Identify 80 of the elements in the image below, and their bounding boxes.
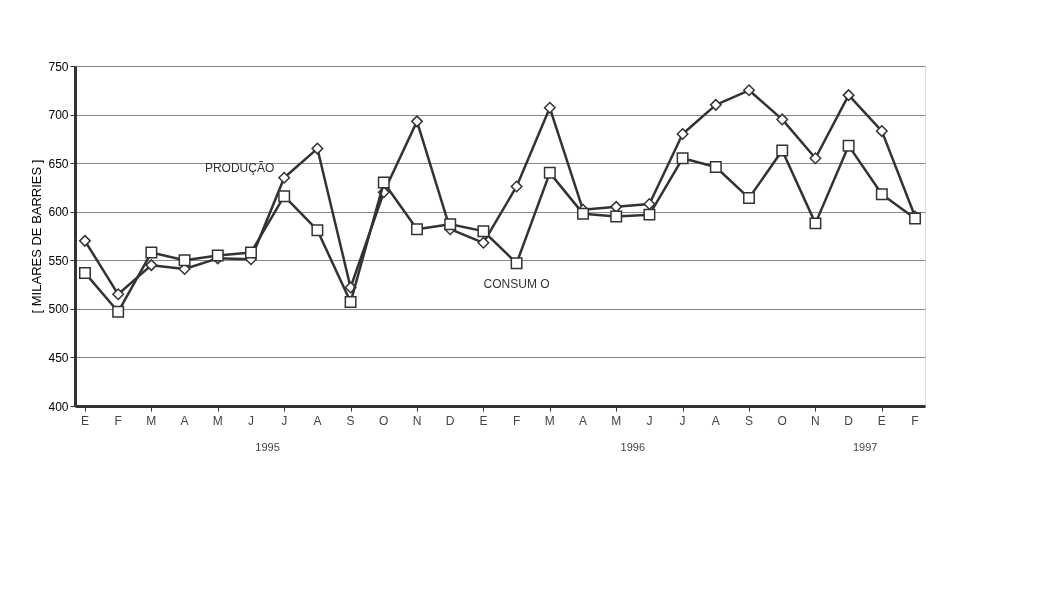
point: [875, 125, 888, 138]
y-tick-label: 700: [48, 108, 69, 123]
point: [244, 246, 257, 259]
text: 1996: [620, 441, 646, 453]
x-tick-label: M: [544, 414, 555, 428]
point: [78, 234, 91, 247]
x-tick-label: S: [346, 414, 355, 428]
text: 1997: [852, 441, 878, 453]
point: [178, 254, 191, 267]
point: [743, 84, 756, 97]
point: [809, 217, 822, 230]
x-tick-label: M: [212, 414, 223, 428]
point: [543, 166, 556, 179]
point: [610, 210, 623, 223]
point: [842, 89, 855, 102]
point: [842, 139, 855, 152]
x-tick-label: J: [281, 414, 288, 428]
x-tick-label: D: [445, 414, 455, 428]
y-axis-title: [ MILARES DE BARRIES ]: [29, 159, 45, 314]
point: [676, 152, 689, 165]
point: [78, 266, 91, 279]
x-tick-label: M: [146, 414, 157, 428]
point: [709, 161, 722, 174]
series-label: CONSUM O: [483, 276, 550, 291]
point: [577, 207, 589, 220]
point: [278, 190, 291, 203]
x-tick-label: A: [579, 414, 588, 428]
x-tick-label: F: [114, 414, 122, 428]
y-tick-label: 550: [48, 253, 69, 268]
x-tick-label: O: [379, 414, 389, 428]
y-tick-label: 500: [48, 302, 69, 317]
x-tick-label: F: [512, 414, 521, 428]
x-tick-label: E: [80, 414, 89, 428]
point: [411, 115, 423, 128]
point: [377, 176, 390, 189]
y-tick-label: 650: [48, 156, 69, 171]
y-tick-label: 750: [48, 59, 69, 74]
point: [444, 218, 457, 231]
point: [510, 257, 523, 270]
point: [344, 296, 357, 309]
x-tick-label: J: [247, 414, 254, 428]
point: [311, 142, 324, 155]
text: 1995: [255, 441, 280, 453]
x-tick-label: N: [811, 414, 820, 428]
point: [112, 288, 125, 301]
point: [776, 113, 789, 126]
point: [543, 101, 556, 114]
x-tick-label: O: [777, 414, 787, 428]
x-tick-label: J: [679, 414, 686, 428]
x-tick-label: J: [646, 414, 653, 428]
point: [709, 98, 722, 111]
x-tick-label: A: [711, 414, 720, 428]
point: [809, 152, 822, 165]
x-tick-label: A: [180, 414, 189, 428]
y-tick-label: 600: [48, 205, 69, 220]
x-tick-label: N: [412, 414, 422, 428]
point: [743, 192, 756, 205]
x-tick-label: E: [877, 414, 886, 428]
x-tick-label: M: [611, 414, 622, 428]
point: [643, 208, 656, 221]
point: [112, 305, 125, 318]
y-tick-label: 450: [48, 350, 69, 365]
point: [145, 246, 158, 259]
x-tick-label: A: [313, 414, 322, 428]
point: [477, 236, 490, 249]
point: [411, 223, 423, 236]
x-tick-label: F: [911, 414, 919, 428]
point: [311, 224, 324, 237]
point: [776, 144, 789, 157]
series-label: PRODUÇÃO: [204, 161, 275, 175]
x-tick-label: S: [745, 414, 754, 428]
point: [145, 259, 158, 272]
x-tick-label: E: [479, 414, 488, 428]
y-tick-label: 400: [48, 399, 69, 414]
point: [477, 225, 490, 238]
point: [278, 171, 291, 184]
x-tick-label: D: [844, 414, 854, 428]
point: [676, 128, 689, 140]
point: [510, 180, 523, 193]
point: [875, 188, 888, 201]
